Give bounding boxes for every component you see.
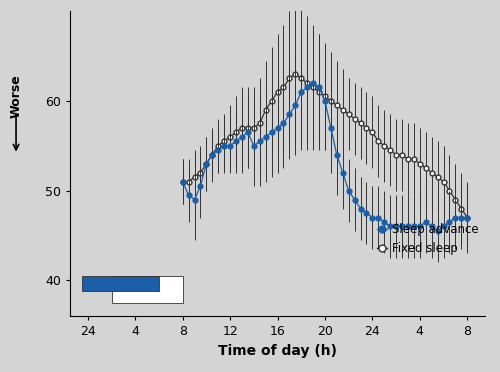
- Bar: [82, 276, 159, 291]
- Legend: Sleep advance, Fixed sleep: Sleep advance, Fixed sleep: [377, 224, 479, 256]
- Bar: [112, 276, 182, 303]
- X-axis label: Time of day (h): Time of day (h): [218, 344, 337, 358]
- Text: Worse: Worse: [10, 75, 22, 118]
